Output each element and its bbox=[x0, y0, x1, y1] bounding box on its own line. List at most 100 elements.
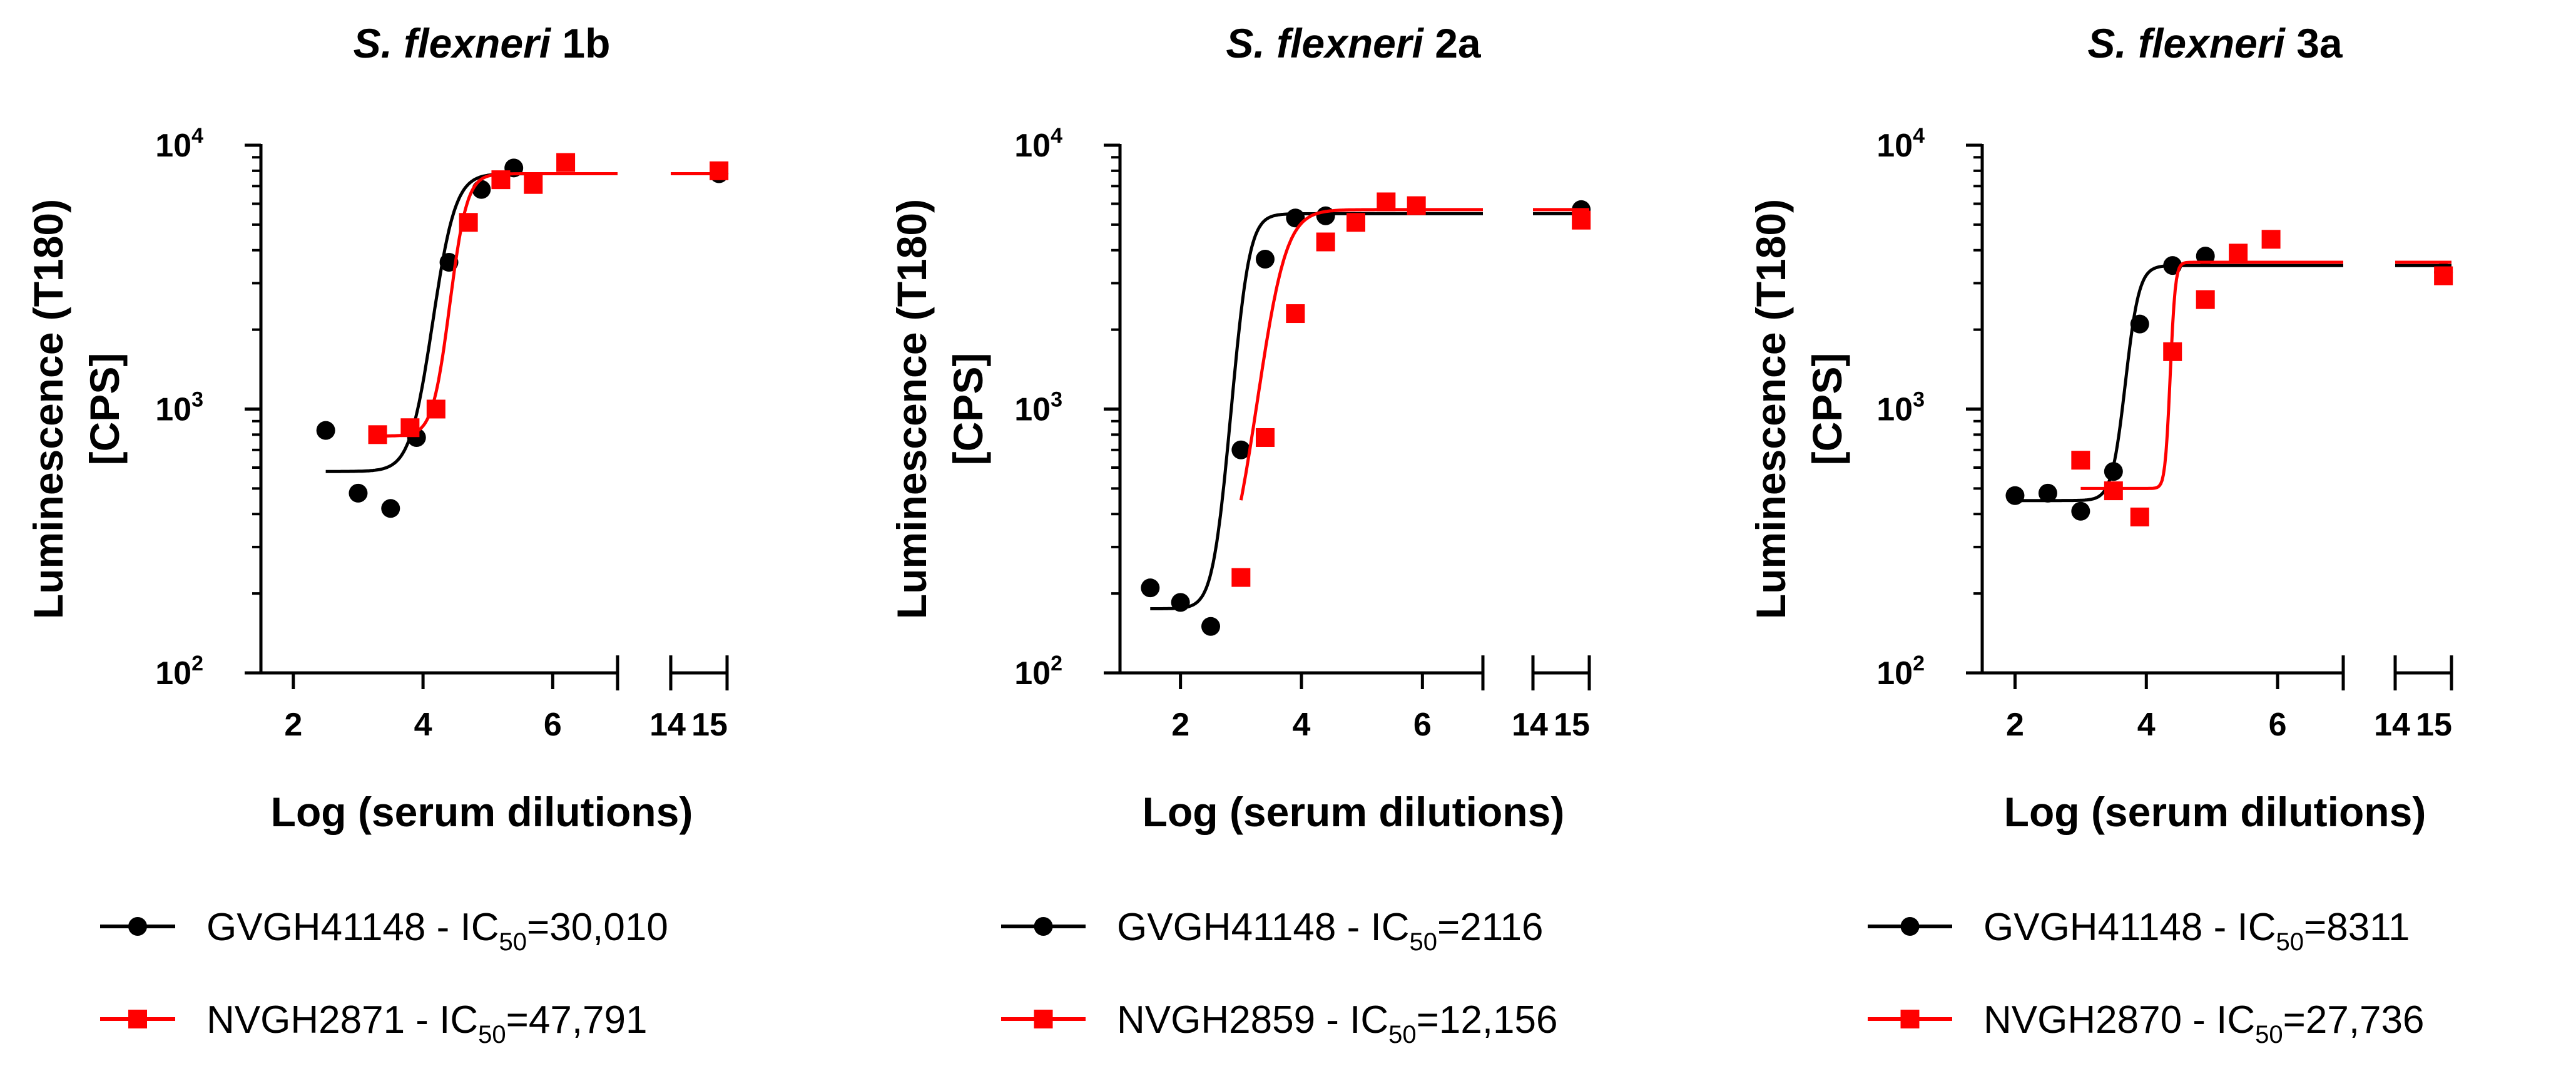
legend-label: NVGH2870 - IC50=27,736 bbox=[1983, 998, 2425, 1048]
chart-panel-2: S. flexneri 2a Luminescence (T180) [CPS] 10… bbox=[888, 20, 1591, 1048]
fit-curve bbox=[1239, 208, 1483, 501]
chart-title-italic: S. flexneri bbox=[1226, 20, 1424, 66]
y-tick-label-1: 103 bbox=[1014, 388, 1062, 428]
chart-panel-3: S. flexneri 3a Luminescence (T180) [CPS] 10… bbox=[1748, 20, 2453, 1048]
y-tick-label-0: 102 bbox=[1014, 652, 1062, 692]
data-point bbox=[1347, 213, 1365, 232]
x-tick-label-4: 15 bbox=[691, 707, 728, 743]
data-point bbox=[2130, 314, 2149, 334]
data-point bbox=[459, 213, 478, 232]
legend-marker bbox=[1034, 1010, 1053, 1028]
x-axis-label: Log (serum dilutions) bbox=[1143, 789, 1565, 835]
data-point bbox=[1231, 440, 1251, 459]
legend-label: GVGH41148 - IC50=8311 bbox=[1983, 906, 2410, 956]
data-point bbox=[381, 499, 400, 518]
chart-panel-1: S. flexneri 1b Luminescence (T180) [CPS] 10… bbox=[25, 20, 729, 1048]
data-point bbox=[1141, 578, 1160, 598]
data-point bbox=[2261, 230, 2281, 249]
data-point bbox=[556, 153, 576, 172]
data-point bbox=[1256, 428, 1275, 447]
chart-title-rest: 1b bbox=[551, 20, 610, 66]
y-axis-label: Luminescence (T180) bbox=[888, 199, 935, 619]
y-axis-label: Luminescence (T180) bbox=[25, 199, 71, 619]
x-tick-label-2: 6 bbox=[1413, 707, 1432, 743]
fit-curve bbox=[2080, 260, 2343, 490]
legend-marker bbox=[1034, 917, 1053, 936]
x-tick-label-3: 14 bbox=[1512, 707, 1548, 743]
fit-curve bbox=[2015, 264, 2343, 503]
x-tick-label-0: 2 bbox=[1171, 707, 1189, 743]
series-1 bbox=[316, 158, 729, 518]
data-point bbox=[710, 161, 729, 180]
data-point bbox=[2163, 342, 2182, 361]
data-point bbox=[2038, 483, 2057, 503]
legend-marker bbox=[1900, 1010, 1920, 1028]
y-tick-label-1: 103 bbox=[155, 388, 203, 428]
legend-label: NVGH2859 - IC50=12,156 bbox=[1117, 998, 1558, 1048]
data-point bbox=[1407, 196, 1426, 215]
x-axis-label: Log (serum dilutions) bbox=[271, 789, 693, 835]
y-tick-label-2: 104 bbox=[1014, 124, 1062, 164]
data-point bbox=[1171, 593, 1190, 612]
x-tick-label-1: 4 bbox=[414, 707, 432, 743]
data-point bbox=[491, 170, 511, 190]
legend-entry-1: GVGH41148 - IC50=8311 bbox=[1868, 906, 2410, 956]
y-tick-label-1: 103 bbox=[1876, 388, 1925, 428]
x-tick-label-0: 2 bbox=[284, 707, 302, 743]
chart-title: S. flexneri 2a bbox=[1226, 20, 1482, 66]
chart-title-rest: 2a bbox=[1423, 20, 1482, 66]
x-tick-label-3: 14 bbox=[2374, 707, 2410, 743]
data-point bbox=[368, 425, 387, 444]
x-tick-label-0: 2 bbox=[2006, 707, 2024, 743]
legend-label: NVGH2871 - IC50=47,791 bbox=[206, 998, 648, 1048]
legend-entry-2: NVGH2859 - IC50=12,156 bbox=[1001, 998, 1558, 1048]
x-tick-label-1: 4 bbox=[1293, 707, 1311, 743]
data-point bbox=[2130, 507, 2149, 526]
x-tick-label-2: 6 bbox=[544, 707, 562, 743]
data-point bbox=[400, 418, 420, 438]
chart-title: S. flexneri 3a bbox=[2087, 20, 2343, 66]
data-point bbox=[1377, 192, 1396, 212]
data-point bbox=[1316, 232, 1335, 252]
y-axis-label-units: [CPS] bbox=[81, 353, 128, 466]
chart-title-italic: S. flexneri bbox=[2087, 20, 2286, 66]
y-tick-label-0: 102 bbox=[155, 652, 203, 692]
series-2 bbox=[2071, 230, 2453, 526]
chart-title-italic: S. flexneri bbox=[354, 20, 552, 66]
axes bbox=[1980, 144, 2453, 690]
legend-label: GVGH41148 - IC50=30,010 bbox=[206, 906, 668, 956]
legend-marker bbox=[1900, 917, 1920, 936]
data-point bbox=[1201, 617, 1220, 636]
legend-label: GVGH41148 - IC50=2116 bbox=[1117, 906, 1544, 956]
data-point bbox=[524, 175, 543, 194]
data-point bbox=[349, 483, 368, 503]
x-tick-label-4: 15 bbox=[1554, 707, 1590, 743]
x-tick-label-1: 4 bbox=[2137, 707, 2156, 743]
axes bbox=[259, 144, 729, 690]
fit-curve bbox=[377, 172, 618, 438]
data-point bbox=[2071, 451, 2090, 470]
series-2 bbox=[368, 153, 729, 444]
data-point bbox=[1286, 304, 1305, 324]
data-point bbox=[2104, 462, 2123, 481]
legend-marker bbox=[128, 917, 147, 936]
data-point bbox=[2229, 243, 2248, 263]
y-tick-label-2: 104 bbox=[1876, 124, 1925, 164]
legend-entry-1: GVGH41148 - IC50=2116 bbox=[1001, 906, 1544, 956]
x-tick-label-2: 6 bbox=[2269, 707, 2287, 743]
data-point bbox=[2434, 266, 2453, 285]
legend-marker bbox=[128, 1010, 147, 1028]
data-point bbox=[1231, 568, 1251, 587]
y-axis-label: Luminescence (T180) bbox=[1748, 199, 1794, 619]
data-point bbox=[2104, 481, 2123, 501]
data-point bbox=[2071, 501, 2090, 521]
legend-entry-2: NVGH2870 - IC50=27,736 bbox=[1868, 998, 2425, 1048]
data-point bbox=[316, 421, 335, 440]
legend-entry-2: NVGH2871 - IC50=47,791 bbox=[100, 998, 648, 1048]
data-point bbox=[2196, 290, 2215, 309]
series-1 bbox=[2005, 247, 2453, 521]
chart-title-rest: 3a bbox=[2285, 20, 2343, 66]
chart-title: S. flexneri 1b bbox=[354, 20, 611, 66]
series-2 bbox=[1231, 192, 1591, 587]
data-point bbox=[1572, 210, 1591, 230]
